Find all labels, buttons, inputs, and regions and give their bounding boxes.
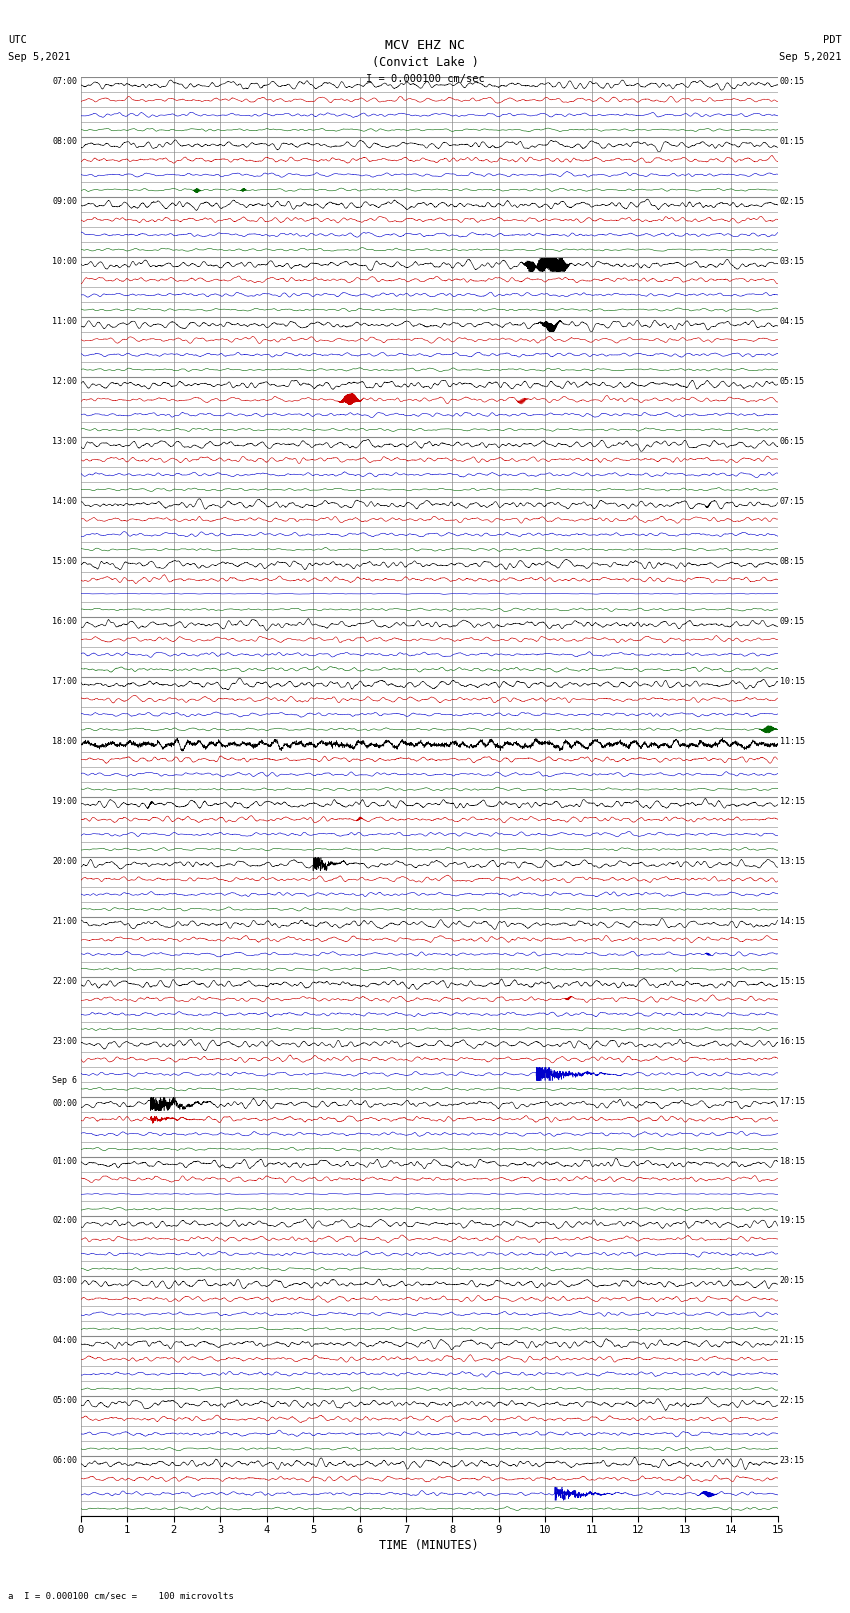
Text: 02:00: 02:00 [52,1216,77,1226]
X-axis label: TIME (MINUTES): TIME (MINUTES) [379,1539,479,1552]
Text: Sep 6: Sep 6 [52,1076,77,1086]
Text: 07:15: 07:15 [779,497,805,506]
Text: 13:00: 13:00 [52,437,77,447]
Text: I = 0.000100 cm/sec: I = 0.000100 cm/sec [366,74,484,84]
Text: 01:00: 01:00 [52,1157,77,1166]
Text: 20:00: 20:00 [52,857,77,866]
Text: 03:15: 03:15 [779,258,805,266]
Text: 02:15: 02:15 [779,197,805,206]
Text: 08:15: 08:15 [779,556,805,566]
Text: 23:15: 23:15 [779,1457,805,1465]
Text: 19:00: 19:00 [52,797,77,806]
Text: 12:15: 12:15 [779,797,805,806]
Text: 04:15: 04:15 [779,318,805,326]
Text: 14:15: 14:15 [779,916,805,926]
Text: 09:15: 09:15 [779,618,805,626]
Text: a  I = 0.000100 cm/sec =    100 microvolts: a I = 0.000100 cm/sec = 100 microvolts [8,1590,235,1600]
Text: 17:00: 17:00 [52,677,77,686]
Text: Sep 5,2021: Sep 5,2021 [8,52,71,61]
Text: 15:00: 15:00 [52,556,77,566]
Text: 10:15: 10:15 [779,677,805,686]
Text: 04:00: 04:00 [52,1336,77,1345]
Text: 09:00: 09:00 [52,197,77,206]
Text: 00:00: 00:00 [52,1100,77,1108]
Text: 05:00: 05:00 [52,1397,77,1405]
Text: 14:00: 14:00 [52,497,77,506]
Text: 20:15: 20:15 [779,1276,805,1286]
Text: 16:00: 16:00 [52,618,77,626]
Text: 16:15: 16:15 [779,1037,805,1045]
Text: 03:00: 03:00 [52,1276,77,1286]
Text: 18:00: 18:00 [52,737,77,745]
Text: 18:15: 18:15 [779,1157,805,1166]
Text: 17:15: 17:15 [779,1097,805,1105]
Text: 08:00: 08:00 [52,137,77,147]
Text: 11:15: 11:15 [779,737,805,745]
Text: 21:15: 21:15 [779,1336,805,1345]
Text: 05:15: 05:15 [779,377,805,386]
Text: 06:15: 06:15 [779,437,805,447]
Text: 00:15: 00:15 [779,77,805,87]
Text: 21:00: 21:00 [52,916,77,926]
Text: MCV EHZ NC: MCV EHZ NC [385,39,465,52]
Text: 10:00: 10:00 [52,258,77,266]
Text: 01:15: 01:15 [779,137,805,147]
Text: 19:15: 19:15 [779,1216,805,1226]
Text: 13:15: 13:15 [779,857,805,866]
Text: (Convict Lake ): (Convict Lake ) [371,56,479,69]
Text: 22:00: 22:00 [52,977,77,986]
Text: 22:15: 22:15 [779,1397,805,1405]
Text: 07:00: 07:00 [52,77,77,87]
Text: 06:00: 06:00 [52,1457,77,1465]
Text: 11:00: 11:00 [52,318,77,326]
Text: 15:15: 15:15 [779,977,805,986]
Text: PDT: PDT [823,35,842,45]
Text: 12:00: 12:00 [52,377,77,386]
Text: UTC: UTC [8,35,27,45]
Text: 23:00: 23:00 [52,1037,77,1045]
Text: Sep 5,2021: Sep 5,2021 [779,52,842,61]
